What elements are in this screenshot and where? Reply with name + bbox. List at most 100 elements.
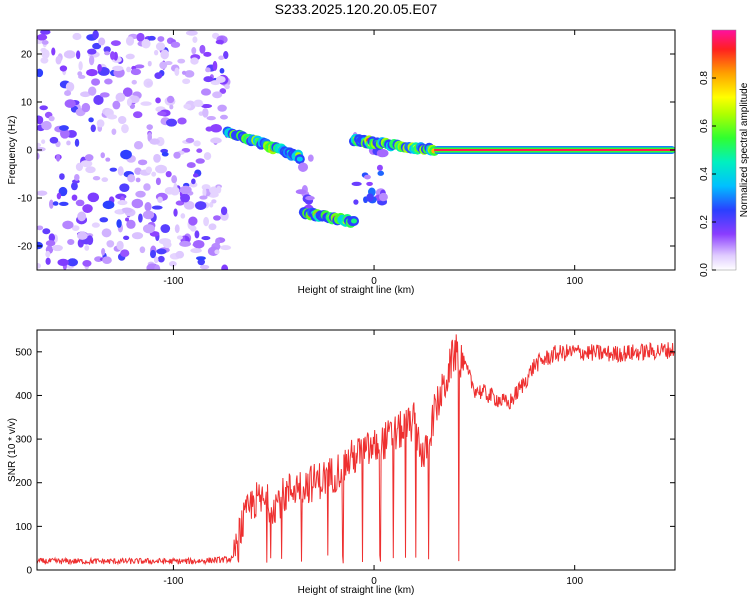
heatmap-cell (74, 173, 80, 181)
heatmap-cell (64, 99, 76, 108)
snr-series-line (37, 334, 675, 566)
heatmap-cell (141, 39, 151, 49)
heatmap-cell (125, 53, 135, 60)
heatmap-cell (203, 76, 214, 83)
heatmap-cell (109, 167, 118, 172)
heatmap-cell (107, 114, 118, 120)
heatmap-cell (183, 201, 195, 210)
heatmap-cell (175, 250, 185, 259)
heatmap-cell (203, 216, 209, 227)
heatmap-cell (82, 260, 92, 267)
heatmap-cell (88, 117, 94, 123)
heatmap-cell (147, 35, 156, 41)
heatmap-cell (156, 248, 167, 255)
x-tick-label: -100 (163, 276, 183, 287)
heatmap-cell (134, 167, 142, 175)
heatmap-cell (366, 181, 373, 187)
heatmap-cell (117, 199, 128, 206)
bottom-x-ticks: -100 0 100 (163, 330, 583, 587)
heatmap-cell (173, 182, 178, 193)
heatmap-cell (127, 174, 136, 183)
heatmap-cell (58, 201, 69, 207)
heatmap-cell (116, 219, 122, 228)
heatmap-cell (129, 95, 140, 104)
heatmap-cell (155, 164, 168, 174)
heatmap-cell (52, 201, 59, 206)
heatmap-cell (192, 239, 205, 249)
heatmap-cell (91, 222, 100, 228)
heatmap-cell (201, 236, 211, 241)
heatmap-cell (165, 118, 178, 127)
heatmap-cell (59, 173, 65, 180)
heatmap-cell (71, 182, 78, 191)
snr-background (37, 330, 675, 570)
y-tick-label: -10 (18, 194, 33, 205)
heatmap-cell (155, 97, 161, 104)
heatmap-cell (175, 200, 185, 206)
x-tick-label: -100 (163, 576, 183, 587)
heatmap-cell (92, 175, 101, 181)
heatmap-cell (219, 68, 225, 74)
heatmap-cell (37, 147, 46, 152)
heatmap-cell (121, 124, 129, 134)
heatmap-cell (110, 40, 121, 46)
heatmap-cell (143, 183, 151, 191)
figure-title: S233.2025.120.20.05.E07 (275, 1, 438, 17)
heatmap-cell (136, 32, 145, 42)
colorbar-frame (711, 29, 737, 271)
heatmap-cell (173, 208, 178, 217)
y-tick-label: 400 (15, 391, 32, 402)
heatmap-cell (210, 123, 222, 133)
heatmap-cell (221, 264, 229, 270)
heatmap-cell (116, 240, 124, 251)
heatmap-cell (120, 149, 132, 160)
heatmap-cell (123, 235, 130, 241)
heatmap-cell (40, 57, 49, 64)
heatmap-cell (137, 159, 148, 166)
heatmap-cell (41, 40, 49, 45)
heatmap-cell (146, 81, 153, 87)
heatmap-cell (206, 115, 216, 121)
heatmap-cell (48, 233, 56, 242)
heatmap-cell (195, 158, 205, 164)
heatmap-cell (102, 200, 115, 210)
heatmap-cell (138, 213, 143, 223)
top-x-axis-label: Height of straight line (km) (298, 285, 415, 296)
heatmap-cell (220, 114, 228, 120)
heatmap-cell (80, 160, 93, 168)
heatmap-cell (154, 72, 163, 79)
heatmap-cell (134, 64, 145, 69)
heatmap-cell (196, 148, 203, 153)
heatmap-cell (170, 41, 181, 48)
x-tick-label: 100 (566, 576, 583, 587)
heatmap-cell (49, 136, 59, 144)
colorbar-ticks: 0.0 0.2 0.4 0.6 0.8 (699, 71, 716, 277)
heatmap-cell (144, 202, 152, 212)
heatmap-cell (88, 55, 95, 66)
heatmap-cell (93, 94, 104, 105)
heatmap-cell (65, 81, 75, 92)
heatmap-cell (200, 88, 212, 96)
colorbar-tick-label: 0.0 (699, 263, 710, 277)
heatmap-cell (199, 264, 210, 270)
heatmap-cell (56, 154, 61, 162)
heatmap-cell (151, 205, 163, 210)
heatmap-cell (176, 235, 183, 240)
colorbar-gradient (712, 30, 736, 270)
heatmap-cell (216, 185, 222, 194)
heatmap-cell (203, 152, 212, 160)
heatmap-cell (142, 210, 155, 220)
heatmap-cell (305, 195, 315, 201)
heatmap-cell (102, 256, 112, 265)
heatmap-cell (59, 125, 69, 131)
heatmap-cell (45, 240, 56, 247)
heatmap-cell (220, 245, 232, 251)
heatmap-cell (209, 201, 214, 208)
heatmap-cell (195, 201, 207, 210)
heatmap-cell (52, 244, 63, 252)
heatmap-cell (142, 224, 155, 234)
heatmap-cell (66, 140, 71, 146)
heatmap-cell (186, 162, 196, 169)
heatmap-cell (173, 151, 181, 159)
snr-frame (36, 329, 676, 571)
